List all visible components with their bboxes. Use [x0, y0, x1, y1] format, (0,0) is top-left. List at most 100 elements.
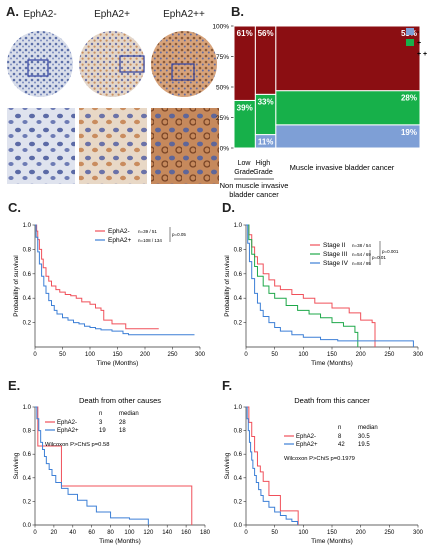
zoom-box-negative — [27, 59, 49, 77]
x-tick-label: 0 — [244, 530, 248, 536]
b-ytick-label: 50% — [216, 85, 229, 92]
label-high-grade-2: Grade — [253, 169, 273, 176]
y-tick-label: 0.2 — [234, 499, 243, 505]
km-curve-epha2- — [35, 406, 149, 525]
label-low-grade-1: Low — [238, 160, 252, 167]
b-bar-segment — [275, 90, 421, 126]
panel-b-bars: 39%61%11%33%56%19%28%53% — [233, 25, 421, 149]
km-curve-stage-iii — [246, 224, 359, 347]
table-cell: 19 — [99, 428, 106, 434]
x-tick-label: 50 — [271, 530, 278, 536]
header-epha2-neg: EphA2- — [23, 9, 56, 20]
legend-label: Stage IV — [323, 260, 349, 267]
panel-b-legend: - + + + — [406, 28, 427, 58]
panel-label-e: E. — [8, 378, 21, 393]
x-tick-label: 200 — [356, 352, 367, 358]
x-tick-label: 80 — [107, 530, 114, 536]
zoom-image-strong — [151, 108, 219, 184]
zoom-box-positive — [119, 55, 145, 73]
panel-label-a: A. — [6, 4, 19, 19]
header-epha2-pospos: EphA2++ — [163, 9, 205, 20]
b-legend-swatch — [406, 50, 414, 57]
x-tick-label: 140 — [162, 530, 173, 536]
km-curve-epha2- — [35, 224, 195, 336]
pvalue-label: p=0.01 — [372, 255, 386, 260]
table-cell: 8 — [338, 434, 342, 440]
label-nmibc-1: Non muscle invasive — [220, 181, 289, 190]
table-cell: 19.5 — [358, 442, 370, 448]
table-header: n — [338, 425, 341, 431]
y-tick-label: 1.0 — [23, 405, 32, 411]
x-tick-label: 250 — [167, 352, 178, 358]
x-tick-label: 100 — [124, 530, 135, 536]
header-epha2-pos: EphA2+ — [94, 9, 130, 20]
label-low-grade-2: Grade — [234, 169, 254, 176]
b-legend-label: + + — [417, 51, 427, 58]
b-bar-segment — [275, 25, 421, 92]
y-tick-label: 0.6 — [23, 272, 32, 278]
table-cell: 30.5 — [358, 434, 370, 440]
y-tick-label: 0.2 — [23, 321, 32, 327]
zoom-image-positive — [79, 108, 147, 184]
legend-label: Stage III — [323, 251, 347, 258]
b-legend-swatch — [406, 39, 414, 46]
y-tick-label: 1.0 — [234, 405, 243, 411]
y-tick-label: 0.8 — [23, 247, 32, 253]
y-tick-label: 0.2 — [234, 321, 243, 327]
x-tick-label: 150 — [112, 352, 123, 358]
b-bar-label: 19% — [401, 128, 417, 137]
panel-c-chart: 0 50 100 150 200 250 300 0.2 0.4 0.6 0.8 1.0 Time (M… — [13, 223, 206, 367]
y-tick-label: 0.6 — [23, 452, 32, 458]
km-curve-epha2- — [35, 406, 193, 525]
test-statistic: Wilcoxon P>ChiS p=0.1979 — [284, 456, 355, 462]
y-tick-label: 0.2 — [23, 499, 32, 505]
b-ytick-label: 100% — [212, 24, 229, 31]
km-curve-stage-ii — [246, 224, 376, 347]
label-nmibc-2: bladder cancer — [229, 190, 279, 199]
y-axis-title: Probability of survival — [13, 255, 20, 317]
table-cell: 3 — [99, 420, 103, 426]
zoom-image-negative — [7, 108, 75, 184]
x-tick-label: 180 — [200, 530, 211, 536]
km-curve-epha2- — [246, 406, 299, 525]
x-tick-label: 20 — [51, 530, 58, 536]
x-tick-label: 300 — [195, 352, 206, 358]
pvalue-label: p=0.001 — [382, 249, 399, 254]
b-bar-label: 33% — [258, 97, 274, 106]
panel-b-chart: 0%25%50%75%100% 39%61%11%33%56%19%28%53%… — [212, 24, 427, 200]
table-cell: EphA2- — [57, 420, 77, 426]
b-ytick-label: 25% — [216, 115, 229, 122]
table-header: median — [358, 425, 378, 431]
x-tick-label: 200 — [356, 530, 367, 536]
b-ytick-label: 0% — [220, 146, 230, 153]
chart-title: Death from this cancer — [294, 396, 370, 405]
x-tick-label: 100 — [298, 352, 309, 358]
km-curve-stage-iv — [246, 224, 414, 347]
label-mibc: Muscle invasive bladder cancer — [290, 163, 395, 172]
x-tick-label: 250 — [384, 352, 395, 358]
x-tick-label: 60 — [88, 530, 95, 536]
pvalue-label: p=0.05 — [172, 232, 186, 237]
b-bar-label: 28% — [401, 94, 417, 103]
table-header: n — [99, 411, 102, 417]
x-tick-label: 40 — [69, 530, 76, 536]
panel-e-chart: 0 20 40 60 80 100 120 140 160 180 0.0 0.2 0.4 0.6 0.8 1… — [13, 396, 211, 545]
x-tick-label: 0 — [244, 352, 248, 358]
b-bar-label: 39% — [237, 103, 253, 112]
table-cell: 18 — [119, 428, 126, 434]
table-cell: 42 — [338, 442, 345, 448]
km-curve-epha2- — [35, 224, 159, 330]
y-tick-label: 0.4 — [23, 296, 32, 302]
table-cell: EphA2- — [296, 434, 316, 440]
b-legend-label: - — [417, 29, 420, 36]
panel-label-b: B. — [231, 4, 244, 19]
km-curve-epha2- — [246, 406, 299, 525]
y-tick-label: 0.0 — [234, 523, 243, 529]
x-axis-title: Time (Months) — [97, 360, 139, 367]
y-tick-label: 1.0 — [23, 223, 32, 229]
table-cell: 28 — [119, 420, 126, 426]
b-bar-label: 56% — [258, 29, 274, 38]
x-tick-label: 160 — [181, 530, 192, 536]
legend-n: n=84 / 95 — [352, 261, 371, 266]
x-tick-label: 250 — [384, 530, 395, 536]
